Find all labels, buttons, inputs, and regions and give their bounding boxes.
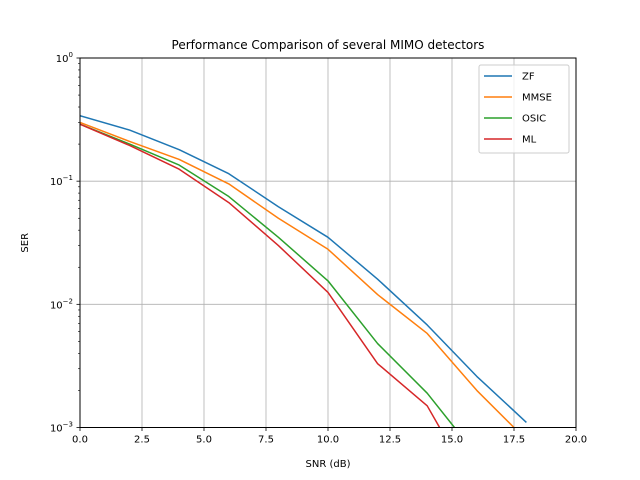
legend-box (478, 64, 570, 154)
x-axis: 0.0 2.5 5.0 7.5 10.0 12.5 15.0 17.5 20.0 (72, 427, 587, 446)
y-axis-label: SER (20, 233, 31, 253)
x-tick-label: 15.0 (441, 435, 463, 446)
y-tick-base: 10 (56, 54, 69, 65)
legend-label: MMSE (522, 93, 552, 104)
y-tick-base: 10 (50, 300, 63, 311)
legend-label: ZF (522, 72, 535, 83)
x-tick-label: 0.0 (72, 435, 88, 446)
y-tick-exponent: −1 (63, 174, 73, 182)
series-lines (80, 114, 527, 428)
x-tick-label: 5.0 (196, 435, 212, 446)
legend: ZF MMSE OSIC ML (478, 64, 570, 154)
y-tick-base: 10 (50, 177, 63, 188)
series-line-mmse (80, 121, 515, 428)
series-line-ml (80, 123, 441, 428)
x-tick-label: 7.5 (258, 435, 274, 446)
x-tick-label: 12.5 (379, 435, 401, 446)
y-tick-label: 100 (56, 51, 73, 65)
x-tick-label: 20.0 (565, 435, 587, 446)
chart-title: Performance Comparison of several MIMO d… (172, 38, 485, 52)
series-line-osic (80, 123, 456, 428)
series-line-zf (80, 114, 527, 423)
x-tick-label: 17.5 (503, 435, 525, 446)
x-tick-label: 10.0 (317, 435, 339, 446)
x-tick-label: 2.5 (134, 435, 150, 446)
legend-label: OSIC (522, 114, 546, 125)
legend-label: ML (522, 135, 537, 146)
y-tick-exponent: −2 (63, 297, 73, 305)
y-tick-label: 10−1 (50, 174, 73, 188)
y-tick-exponent: −3 (63, 421, 73, 429)
y-tick-label: 10−2 (50, 297, 73, 311)
y-tick-base: 10 (50, 424, 63, 435)
y-tick-label: 10−3 (50, 421, 73, 435)
x-axis-label: SNR (dB) (306, 459, 351, 470)
y-tick-exponent: 0 (69, 51, 73, 59)
